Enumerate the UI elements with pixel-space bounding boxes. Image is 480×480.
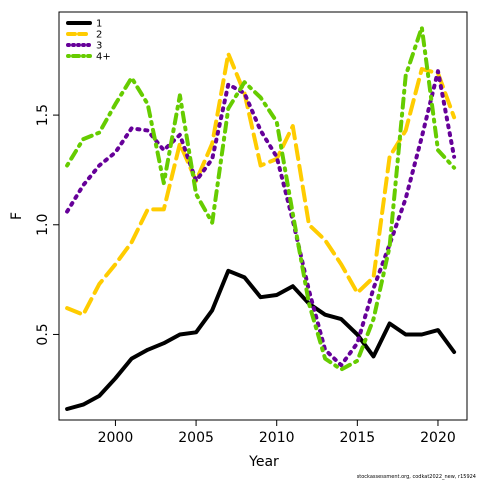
series-line-1 <box>65 268 457 411</box>
series-line-2 <box>65 51 457 317</box>
series-line-4 <box>65 25 457 372</box>
x-tick-label: 2005 <box>178 430 214 446</box>
y-tick-label: 0.5 <box>35 323 51 345</box>
x-axis-title: Year <box>248 454 279 470</box>
legend-label-3: 3 <box>96 41 102 52</box>
y-tick-label: 1.0 <box>35 214 51 236</box>
legend-label-4: 4+ <box>96 52 111 63</box>
legend-label-1: 1 <box>96 19 102 30</box>
x-tick-label: 2020 <box>420 430 456 446</box>
x-tick-label: 2000 <box>98 430 134 446</box>
series-line-3 <box>65 69 457 368</box>
y-tick-label: 1.5 <box>35 104 51 126</box>
y-axis-title: F <box>9 212 25 220</box>
plot-frame <box>58 11 468 421</box>
x-tick-label: 2015 <box>340 430 376 446</box>
legend-label-2: 2 <box>96 30 102 41</box>
footer-note: stockassessment.org, codkat2022_new, r15… <box>357 474 476 480</box>
x-tick-label: 2010 <box>259 430 295 446</box>
